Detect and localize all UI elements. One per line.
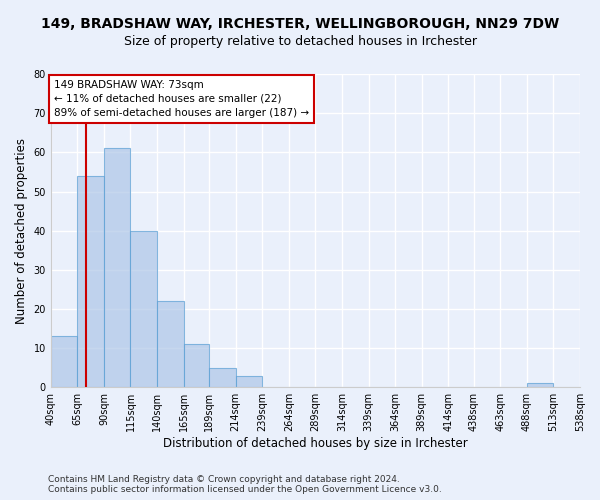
Bar	[236, 376, 262, 388]
Text: Contains public sector information licensed under the Open Government Licence v3: Contains public sector information licen…	[48, 485, 442, 494]
Bar	[77, 176, 104, 388]
Bar	[209, 368, 236, 388]
X-axis label: Distribution of detached houses by size in Irchester: Distribution of detached houses by size …	[163, 437, 468, 450]
Bar	[184, 344, 209, 388]
Text: 149, BRADSHAW WAY, IRCHESTER, WELLINGBOROUGH, NN29 7DW: 149, BRADSHAW WAY, IRCHESTER, WELLINGBOR…	[41, 18, 559, 32]
Bar	[130, 230, 157, 388]
Text: Size of property relative to detached houses in Irchester: Size of property relative to detached ho…	[124, 35, 476, 48]
Text: 149 BRADSHAW WAY: 73sqm
← 11% of detached houses are smaller (22)
89% of semi-de: 149 BRADSHAW WAY: 73sqm ← 11% of detache…	[54, 80, 309, 118]
Y-axis label: Number of detached properties: Number of detached properties	[15, 138, 28, 324]
Bar	[157, 301, 184, 388]
Text: Contains HM Land Registry data © Crown copyright and database right 2024.: Contains HM Land Registry data © Crown c…	[48, 475, 400, 484]
Bar	[104, 148, 130, 388]
Bar	[527, 384, 553, 388]
Bar	[51, 336, 77, 388]
